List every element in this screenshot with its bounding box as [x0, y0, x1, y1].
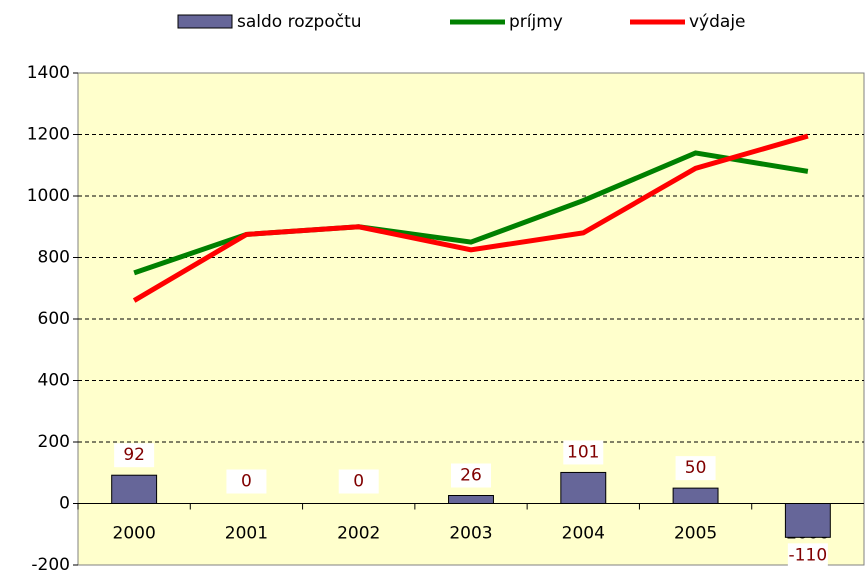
- value-label: 26: [460, 466, 482, 486]
- legend-swatch: [177, 14, 233, 29]
- bar: [448, 495, 494, 505]
- x-tick-label: 2001: [225, 524, 268, 544]
- y-tick-label: 600: [38, 309, 70, 329]
- bar: [560, 471, 607, 505]
- bar: [111, 474, 158, 504]
- y-tick-label: 0: [59, 494, 70, 514]
- value-label-bg: [114, 443, 155, 468]
- y-tick-label: -200: [31, 555, 70, 573]
- legend-label: saldo rozpočtu: [237, 12, 362, 32]
- value-label: -110: [789, 545, 828, 565]
- value-label-bg: [675, 456, 716, 481]
- y-tick-label: 1000: [27, 186, 70, 206]
- x-tick-label: 2000: [113, 524, 156, 544]
- line: [132, 133, 809, 303]
- x-tick-label: 2002: [337, 524, 380, 544]
- bar: [672, 487, 719, 504]
- value-label-bg: [338, 469, 379, 494]
- y-tick-label: 400: [38, 371, 70, 391]
- value-label-bg: [226, 469, 267, 494]
- value-label: 101: [567, 442, 599, 462]
- value-label: 50: [685, 458, 707, 478]
- y-tick-label: 1400: [27, 63, 70, 83]
- value-label: 0: [353, 472, 364, 492]
- x-tick-label: 2003: [449, 524, 492, 544]
- x-tick-label: 2005: [674, 524, 717, 544]
- legend-label: výdaje: [689, 12, 746, 32]
- value-label: 0: [241, 472, 252, 492]
- bar: [784, 503, 831, 538]
- x-tick-label: 2004: [562, 524, 605, 544]
- value-label-bg: [787, 543, 828, 568]
- value-label-bg: [563, 440, 604, 465]
- y-tick-label: 200: [38, 432, 70, 452]
- y-tick-label: 800: [38, 248, 70, 268]
- value-label-bg: [451, 463, 491, 488]
- value-label: 92: [123, 445, 145, 465]
- legend-label: príjmy: [509, 12, 563, 32]
- y-tick-label: 1200: [27, 125, 70, 145]
